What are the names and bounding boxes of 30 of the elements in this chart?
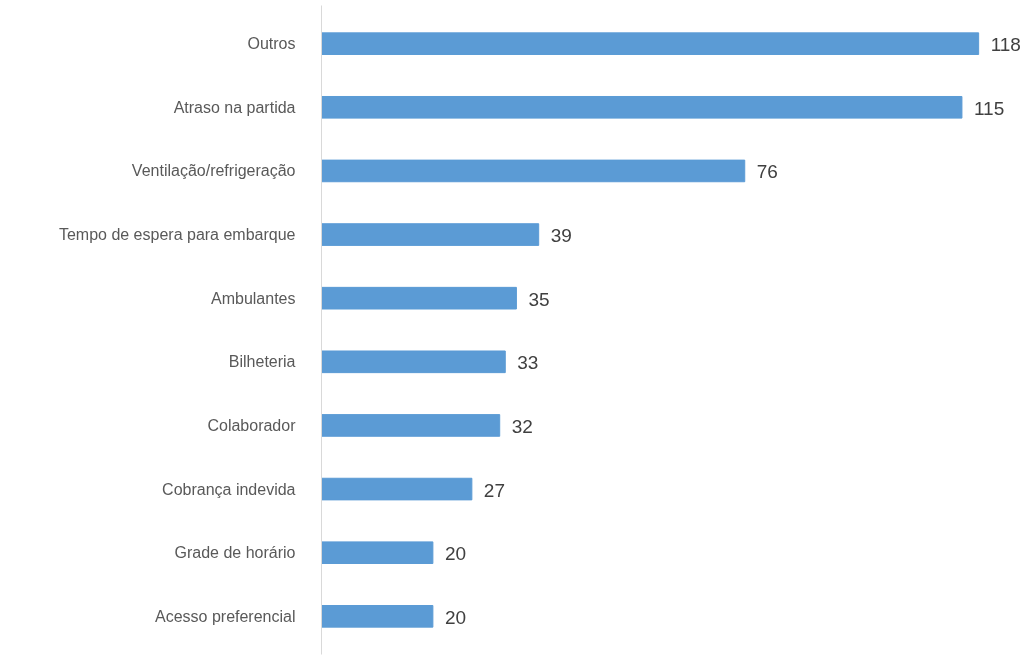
y-tick-label: Bilheteria: [228, 353, 296, 371]
bar: [321, 32, 980, 55]
bar: [321, 95, 963, 119]
data-label: 33: [517, 352, 539, 374]
y-tick-label: Outros: [247, 35, 296, 53]
y-tick-label: Colaborador: [207, 416, 297, 434]
y-tick-label: Tempo de espera para embarque: [58, 226, 296, 244]
y-tick-label: Grade de horário: [174, 544, 296, 562]
bar: [321, 286, 517, 310]
y-tick-label: Acesso preferencial: [154, 607, 296, 625]
y-tick-label: Ambulantes: [211, 289, 296, 307]
data-label: 39: [550, 225, 572, 247]
bar: [321, 223, 540, 246]
bar: [321, 350, 506, 374]
bar: [321, 605, 434, 628]
data-label: 27: [483, 479, 505, 501]
data-label: 32: [511, 415, 533, 437]
data-label: 76: [756, 161, 778, 183]
y-tick-label: Ventilação/refrigeração: [131, 162, 296, 180]
bar: [321, 414, 501, 437]
y-tick-label: Atraso na partida: [173, 98, 296, 116]
data-label: 118: [990, 34, 1021, 56]
bar: [321, 541, 434, 565]
data-label: 20: [444, 606, 467, 628]
y-tick-label: Cobrança indevida: [162, 480, 296, 498]
bar: [321, 159, 746, 183]
bar: [321, 477, 473, 501]
data-label: 20: [444, 543, 467, 565]
data-label: 35: [528, 288, 550, 310]
data-label: 115: [973, 97, 1005, 119]
